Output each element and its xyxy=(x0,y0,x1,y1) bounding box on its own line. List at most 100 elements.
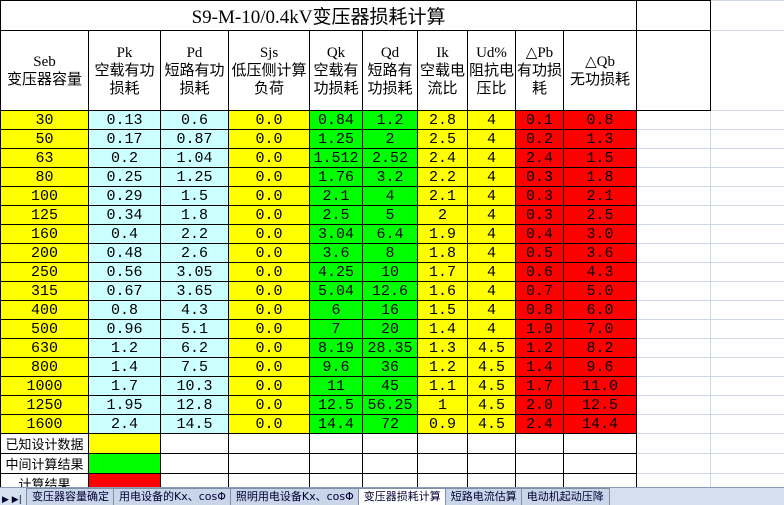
legend-swatch[interactable] xyxy=(88,433,161,454)
data-cell[interactable]: 8.2 xyxy=(562,338,638,358)
data-cell[interactable]: 1250 xyxy=(0,395,89,415)
data-cell[interactable]: 1.04 xyxy=(160,148,229,168)
data-cell[interactable]: 1.3 xyxy=(562,129,638,149)
data-cell[interactable]: 4.3 xyxy=(160,300,229,320)
data-cell[interactable]: 0.8 xyxy=(562,110,638,130)
data-cell[interactable]: 1.8 xyxy=(417,243,468,263)
data-cell[interactable]: 28.35 xyxy=(362,338,418,358)
data-cell[interactable]: 0.0 xyxy=(228,262,310,282)
cell[interactable] xyxy=(636,453,712,474)
data-cell[interactable]: 2.2 xyxy=(417,167,468,187)
cell[interactable] xyxy=(636,243,712,263)
cell[interactable] xyxy=(636,30,712,111)
cell[interactable] xyxy=(710,338,784,358)
scroll-last-icon[interactable]: ▶| xyxy=(11,495,22,505)
data-cell[interactable]: 0.5 xyxy=(515,243,564,263)
data-cell[interactable]: 12.5 xyxy=(562,395,638,415)
cell[interactable] xyxy=(309,453,363,474)
cell[interactable] xyxy=(467,453,516,474)
data-cell[interactable]: 1.1 xyxy=(417,376,468,396)
data-cell[interactable]: 4.5 xyxy=(467,414,516,434)
data-cell[interactable]: 0.48 xyxy=(88,243,161,263)
data-cell[interactable]: 6.2 xyxy=(160,338,229,358)
sheet-tab-3[interactable]: 变压器损耗计算 xyxy=(357,488,447,505)
data-cell[interactable]: 2.4 xyxy=(417,148,468,168)
data-cell[interactable]: 2.5 xyxy=(417,129,468,149)
data-cell[interactable]: 4 xyxy=(467,167,516,187)
cell[interactable] xyxy=(710,243,784,263)
cell[interactable] xyxy=(710,110,784,130)
data-cell[interactable]: 2.1 xyxy=(309,186,363,206)
data-cell[interactable]: 45 xyxy=(362,376,418,396)
data-cell[interactable]: 4 xyxy=(467,262,516,282)
data-cell[interactable]: 2.8 xyxy=(417,110,468,130)
data-cell[interactable]: 4 xyxy=(467,110,516,130)
cell[interactable] xyxy=(636,262,712,282)
cell[interactable] xyxy=(710,376,784,396)
cell[interactable] xyxy=(636,148,712,168)
data-cell[interactable]: 0.9 xyxy=(417,414,468,434)
data-cell[interactable]: 4 xyxy=(467,186,516,206)
data-cell[interactable]: 1.2 xyxy=(88,338,161,358)
column-header-3[interactable]: Sjs 低压侧计算负荷 xyxy=(228,30,310,111)
data-cell[interactable]: 5.0 xyxy=(562,281,638,301)
data-cell[interactable]: 1.2 xyxy=(362,110,418,130)
cell[interactable] xyxy=(710,224,784,244)
data-cell[interactable]: 56.25 xyxy=(362,395,418,415)
data-cell[interactable]: 4 xyxy=(467,300,516,320)
data-cell[interactable]: 4 xyxy=(467,319,516,339)
data-cell[interactable]: 4.3 xyxy=(562,262,638,282)
data-cell[interactable]: 5.1 xyxy=(160,319,229,339)
data-cell[interactable]: 1.8 xyxy=(562,167,638,187)
cell[interactable] xyxy=(160,453,229,474)
cell[interactable] xyxy=(710,395,784,415)
data-cell[interactable]: 0.29 xyxy=(88,186,161,206)
cell[interactable] xyxy=(710,414,784,434)
data-cell[interactable]: 0.1 xyxy=(515,110,564,130)
data-cell[interactable]: 0.0 xyxy=(228,110,310,130)
data-cell[interactable]: 2.5 xyxy=(309,205,363,225)
data-cell[interactable]: 12.6 xyxy=(362,281,418,301)
data-cell[interactable]: 1.95 xyxy=(88,395,161,415)
data-cell[interactable]: 0.17 xyxy=(88,129,161,149)
data-cell[interactable]: 6.0 xyxy=(562,300,638,320)
data-cell[interactable]: 3.0 xyxy=(562,224,638,244)
cell[interactable] xyxy=(636,281,712,301)
cell[interactable] xyxy=(710,30,784,111)
data-cell[interactable]: 4.5 xyxy=(467,376,516,396)
data-cell[interactable]: 0.0 xyxy=(228,129,310,149)
data-cell[interactable]: 0.0 xyxy=(228,376,310,396)
cell[interactable] xyxy=(636,167,712,187)
cell[interactable] xyxy=(515,433,564,454)
cell[interactable] xyxy=(710,262,784,282)
cell[interactable] xyxy=(636,300,712,320)
data-cell[interactable]: 63 xyxy=(0,148,89,168)
cell[interactable] xyxy=(710,205,784,225)
data-cell[interactable]: 3.6 xyxy=(309,243,363,263)
scroll-next-icon[interactable]: ▶ xyxy=(2,495,9,505)
cell[interactable] xyxy=(636,338,712,358)
data-cell[interactable]: 4 xyxy=(467,243,516,263)
data-cell[interactable]: 1.5 xyxy=(562,148,638,168)
cell[interactable] xyxy=(710,186,784,206)
data-cell[interactable]: 0.0 xyxy=(228,148,310,168)
cell[interactable] xyxy=(710,129,784,149)
data-cell[interactable]: 0.4 xyxy=(88,224,161,244)
data-cell[interactable]: 2.0 xyxy=(515,395,564,415)
cell[interactable] xyxy=(710,300,784,320)
cell[interactable] xyxy=(562,433,638,454)
data-cell[interactable]: 2 xyxy=(417,205,468,225)
data-cell[interactable]: 1.5 xyxy=(417,300,468,320)
column-header-2[interactable]: Pd 短路有功损耗 xyxy=(160,30,229,111)
cell[interactable] xyxy=(710,357,784,377)
data-cell[interactable]: 4.5 xyxy=(467,357,516,377)
cell[interactable] xyxy=(636,110,712,130)
data-cell[interactable]: 2.4 xyxy=(88,414,161,434)
sheet-tab-5[interactable]: 电动机起动压降 xyxy=(520,488,610,505)
data-cell[interactable]: 2.4 xyxy=(515,414,564,434)
data-cell[interactable]: 20 xyxy=(362,319,418,339)
data-cell[interactable]: 0.3 xyxy=(515,167,564,187)
data-cell[interactable]: 7 xyxy=(309,319,363,339)
cell[interactable] xyxy=(467,433,516,454)
cell[interactable] xyxy=(636,129,712,149)
